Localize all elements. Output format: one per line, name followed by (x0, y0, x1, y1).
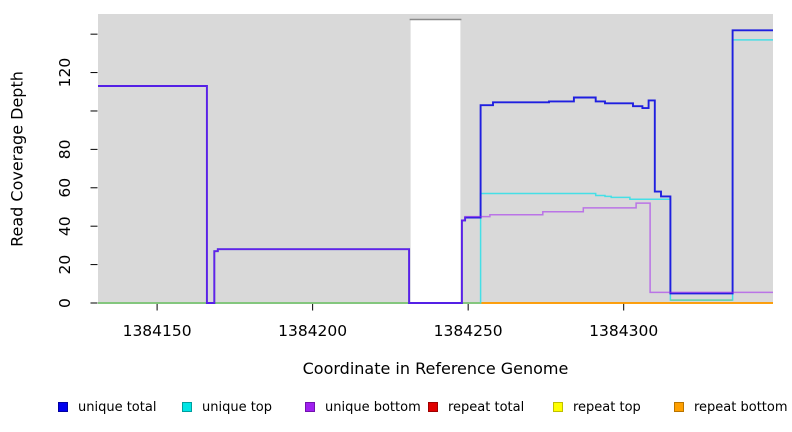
legend-swatch-icon (182, 402, 192, 412)
y-tick-label: 60 (56, 178, 74, 198)
x-tick-label: 1384200 (278, 322, 347, 340)
legend-swatch-icon (305, 402, 315, 412)
legend-swatch-icon (58, 402, 68, 412)
y-tick-label: 80 (56, 140, 74, 160)
y-tick-label: 40 (56, 216, 74, 236)
legend-swatch-icon (428, 402, 438, 412)
legend-swatch-icon (674, 402, 684, 412)
x-axis-title: Coordinate in Reference Genome (302, 359, 569, 378)
legend-label: repeat bottom (694, 399, 788, 415)
legend-item-repeat-top: repeat top (553, 396, 641, 418)
x-tick-label: 1384150 (123, 322, 192, 340)
legend-label: unique total (78, 399, 157, 415)
legend-label: repeat total (448, 399, 525, 415)
legend-label: unique bottom (325, 399, 421, 415)
y-tick-label: 120 (56, 58, 74, 88)
legend-item-unique-bottom: unique bottom (305, 396, 421, 418)
series-line-unique-bottom (98, 85, 773, 304)
legend-label: repeat top (573, 399, 641, 415)
legend: unique total unique top unique bottom repea… (0, 396, 792, 422)
legend-item-unique-total: unique total (58, 396, 156, 418)
legend-swatch-icon (553, 402, 563, 412)
legend-item-repeat-bottom: repeat bottom (674, 396, 788, 418)
x-tick-label: 1384250 (434, 322, 503, 340)
legend-item-unique-top: unique top (182, 396, 272, 418)
y-tick-label: 20 (56, 255, 74, 275)
y-axis-title: Read Coverage Depth (7, 71, 27, 247)
no-data-gap-band (410, 20, 461, 304)
legend-item-repeat-total: repeat total (428, 396, 524, 418)
x-tick-label: 1384300 (589, 322, 658, 340)
legend-label: unique top (202, 399, 273, 415)
y-tick-label: 0 (56, 298, 74, 308)
